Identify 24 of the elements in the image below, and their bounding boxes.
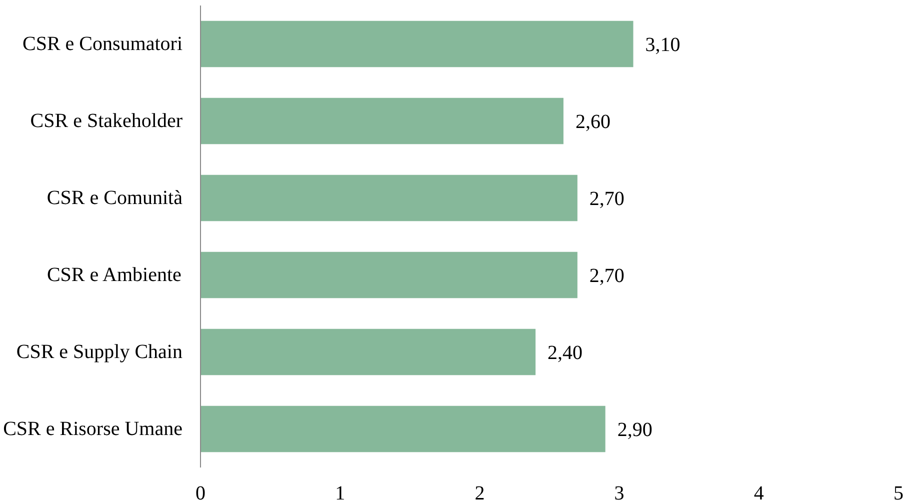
data-label: 2,70: [589, 265, 624, 287]
x-tick-label: 4: [754, 482, 764, 502]
y-tick-label: CSR e Comunità: [46, 187, 183, 209]
x-tick-label: 1: [335, 482, 346, 502]
data-label: 2,40: [548, 342, 583, 364]
data-label: 2,90: [617, 419, 652, 441]
x-tick-label: 0: [196, 482, 206, 502]
bar: [200, 252, 578, 298]
bar: [200, 98, 564, 144]
y-tick-label: CSR e Risorse Umane: [3, 418, 183, 440]
y-tick-label: CSR e Consumatori: [22, 33, 183, 55]
bar: [200, 174, 578, 222]
x-tick-label: 3: [614, 482, 624, 502]
y-tick-label: CSR e Stakeholder: [30, 110, 183, 132]
x-tick-label: 5: [894, 482, 904, 502]
data-label: 2,70: [589, 188, 624, 210]
data-label: 3,10: [645, 34, 680, 56]
y-tick-label: CSR e Supply Chain: [16, 341, 183, 363]
bar: [200, 328, 536, 376]
bar: [200, 20, 634, 68]
bar: [200, 406, 606, 452]
data-label: 2,60: [575, 111, 610, 133]
x-tick-label: 2: [474, 482, 485, 502]
y-tick-label: CSR e Ambiente: [46, 264, 182, 286]
